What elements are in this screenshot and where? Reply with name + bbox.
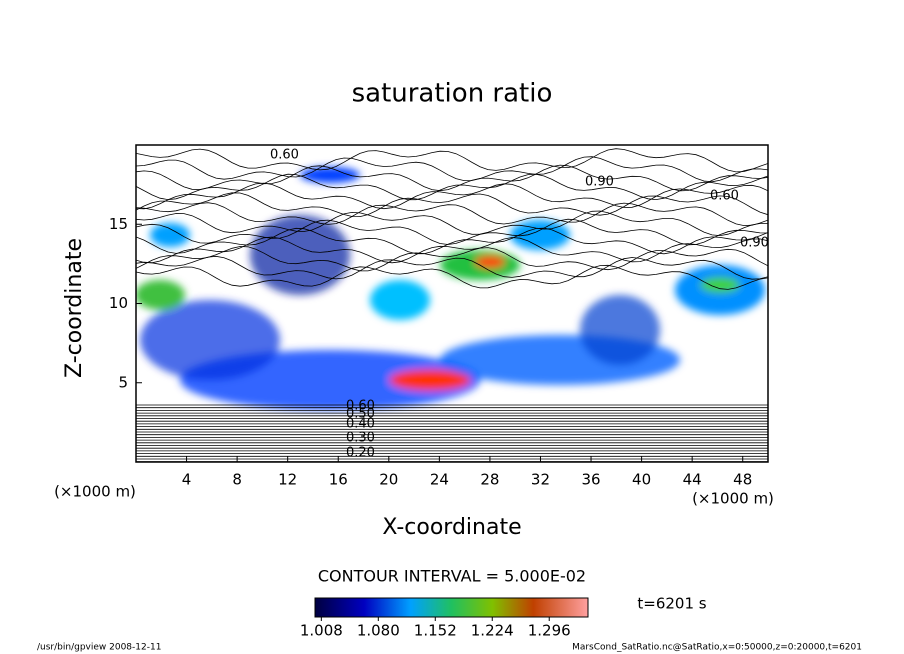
- contour-line: [136, 218, 768, 246]
- contour-line: [136, 202, 768, 227]
- contour-interval: CONTOUR INTERVAL = 5.000E-02: [318, 567, 586, 586]
- contour-line: [136, 264, 768, 290]
- x-tick-label: 4: [182, 471, 192, 489]
- y-axis-label: Z-coordinate: [62, 238, 87, 378]
- colorbar-tick-label: 1.224: [471, 622, 514, 640]
- colorbar-tick-label: 1.296: [528, 622, 571, 640]
- contour-label: 0.20: [346, 446, 375, 461]
- colorbar-tick-label: 1.008: [300, 622, 343, 640]
- contour-label: 0.90: [585, 175, 614, 190]
- x-tick-label: 36: [581, 471, 600, 489]
- colorbar-tick-label: 1.152: [414, 622, 457, 640]
- x-unit: (×1000 m): [692, 490, 774, 508]
- y-unit: (×1000 m): [54, 483, 136, 501]
- contour-label: 0.50: [346, 407, 375, 422]
- contour-label: 0.60: [710, 189, 739, 204]
- contour-line: [136, 255, 768, 280]
- x-tick-label: 28: [480, 471, 499, 489]
- x-tick-label: 40: [632, 471, 651, 489]
- chart-title: saturation ratio: [352, 79, 553, 109]
- y-tick-label: 10: [109, 294, 128, 312]
- time-label: t=6201 s: [637, 595, 706, 613]
- contour-label: 0.90: [740, 236, 769, 251]
- x-axis-label: X-coordinate: [382, 515, 521, 540]
- colorbar-tick-label: 1.080: [357, 622, 400, 640]
- x-tick-label: 8: [232, 471, 242, 489]
- x-tick-label: 48: [733, 471, 752, 489]
- contour-line: [136, 236, 768, 264]
- x-tick-label: 16: [329, 471, 348, 489]
- contour-line: [136, 173, 768, 201]
- x-tick-label: 12: [278, 471, 297, 489]
- contour-line: [136, 164, 768, 192]
- x-tick-label: 32: [531, 471, 550, 489]
- y-tick-label: 15: [109, 215, 128, 233]
- contour-line: [136, 182, 768, 210]
- footer-left: /usr/bin/gpview 2008-12-11: [37, 643, 161, 653]
- contour-line: [136, 156, 768, 183]
- contour-label: 0.30: [346, 431, 375, 446]
- contour-line: [136, 227, 768, 255]
- contour-line: [136, 246, 768, 272]
- contour-line: [136, 192, 768, 218]
- contour-line: [136, 148, 768, 173]
- contour-label: 0.60: [346, 399, 375, 414]
- field: [136, 148, 768, 462]
- x-tick-label: 20: [379, 471, 398, 489]
- colorbar: [314, 597, 589, 618]
- footer-right: MarsCond_SatRatio.nc@SatRatio,x=0:50000,…: [572, 643, 862, 653]
- x-tick-label: 44: [683, 471, 702, 489]
- contour-label: 0.40: [346, 417, 375, 432]
- y-tick-label: 5: [118, 373, 128, 391]
- contour-label: 0.60: [270, 148, 299, 163]
- contour-line: [136, 210, 768, 237]
- x-tick-label: 24: [430, 471, 449, 489]
